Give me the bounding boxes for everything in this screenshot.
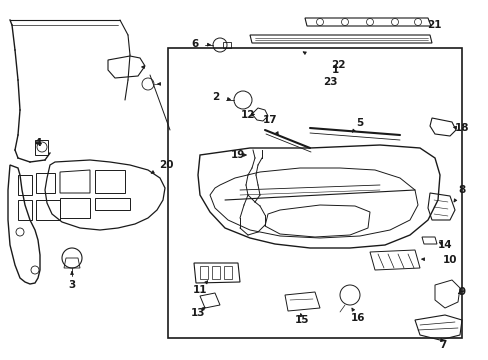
Text: 19: 19 bbox=[230, 150, 244, 160]
Text: 13: 13 bbox=[190, 308, 205, 318]
Text: 20: 20 bbox=[159, 160, 173, 170]
Text: 22: 22 bbox=[330, 60, 345, 70]
Text: 17: 17 bbox=[262, 115, 277, 125]
Text: 23: 23 bbox=[322, 77, 337, 87]
Text: 7: 7 bbox=[438, 340, 446, 350]
Text: 6: 6 bbox=[191, 39, 198, 49]
Text: 3: 3 bbox=[68, 280, 76, 290]
Text: 2: 2 bbox=[212, 92, 219, 102]
Text: 12: 12 bbox=[240, 110, 255, 120]
Text: 16: 16 bbox=[350, 313, 365, 323]
Text: 8: 8 bbox=[457, 185, 465, 195]
Text: 11: 11 bbox=[192, 285, 207, 295]
Text: 15: 15 bbox=[294, 315, 308, 325]
Text: 4: 4 bbox=[34, 138, 41, 148]
Text: 18: 18 bbox=[454, 123, 468, 133]
Text: 5: 5 bbox=[356, 118, 363, 128]
Text: 14: 14 bbox=[437, 240, 451, 250]
Text: 9: 9 bbox=[458, 287, 465, 297]
Text: 21: 21 bbox=[426, 20, 440, 30]
Text: 1: 1 bbox=[331, 65, 338, 75]
Text: 10: 10 bbox=[442, 255, 456, 265]
